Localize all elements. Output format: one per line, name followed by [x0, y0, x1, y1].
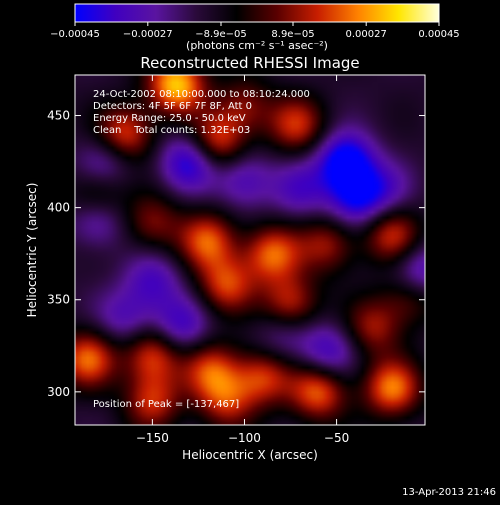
annotation-detectors: Detectors: 4F 5F 6F 7F 8F, Att 0 — [93, 101, 252, 112]
y-tick-label: 400 — [47, 201, 70, 215]
colorbar-tick-label: −0.00027 — [123, 29, 173, 40]
annotation-block: 24-Oct-2002 08:10:00.000 to 08:10:24.000… — [93, 89, 310, 136]
x-tick-label: −50 — [324, 431, 349, 445]
x-tick-label: −150 — [136, 431, 169, 445]
timestamp: 13-Apr-2013 21:46 — [402, 487, 496, 498]
annotation-clean-counts: Clean Total counts: 1.32E+03 — [93, 125, 250, 136]
colorbar-tick-label: 0.00045 — [418, 29, 459, 40]
axes: −150 −100 −50 300 350 400 450 — [47, 75, 425, 445]
colorbar-ticks: −0.00045 −0.00027 −8.9e−05 8.9e−05 0.00027 0.… — [50, 22, 460, 40]
colorbar-tick-label: 0.00027 — [346, 29, 387, 40]
x-axis-label: Heliocentric X (arcsec) — [182, 448, 318, 462]
chart-title: Reconstructed RHESSI Image — [140, 54, 359, 72]
colorbar: −0.00045 −0.00027 −8.9e−05 8.9e−05 0.00027 0.… — [50, 3, 460, 52]
annotation-time-range: 24-Oct-2002 08:10:00.000 to 08:10:24.000 — [93, 89, 310, 100]
colorbar-tick-label: −0.00045 — [50, 29, 100, 40]
heatmap-image — [75, 75, 425, 425]
colorbar-units: (photons cm⁻² s⁻¹ asec⁻²) — [186, 39, 328, 52]
y-tick-label: 350 — [47, 293, 70, 307]
x-tick-label: −100 — [228, 431, 261, 445]
colorbar-strip — [74, 3, 440, 23]
plot-frame — [74, 74, 426, 426]
annotation-energy-range: Energy Range: 25.0 - 50.0 keV — [93, 113, 246, 124]
y-axis-label: Heliocentric Y (arcsec) — [25, 183, 39, 318]
y-tick-label: 450 — [47, 109, 70, 123]
heatmap-image-wrap — [75, 75, 425, 425]
peak-position-label: Position of Peak = [-137,467] — [93, 399, 239, 410]
colorbar-tick-label: −8.9e−05 — [195, 29, 247, 40]
colorbar-tick-label: 8.9e−05 — [271, 29, 314, 40]
y-tick-label: 300 — [47, 385, 70, 399]
